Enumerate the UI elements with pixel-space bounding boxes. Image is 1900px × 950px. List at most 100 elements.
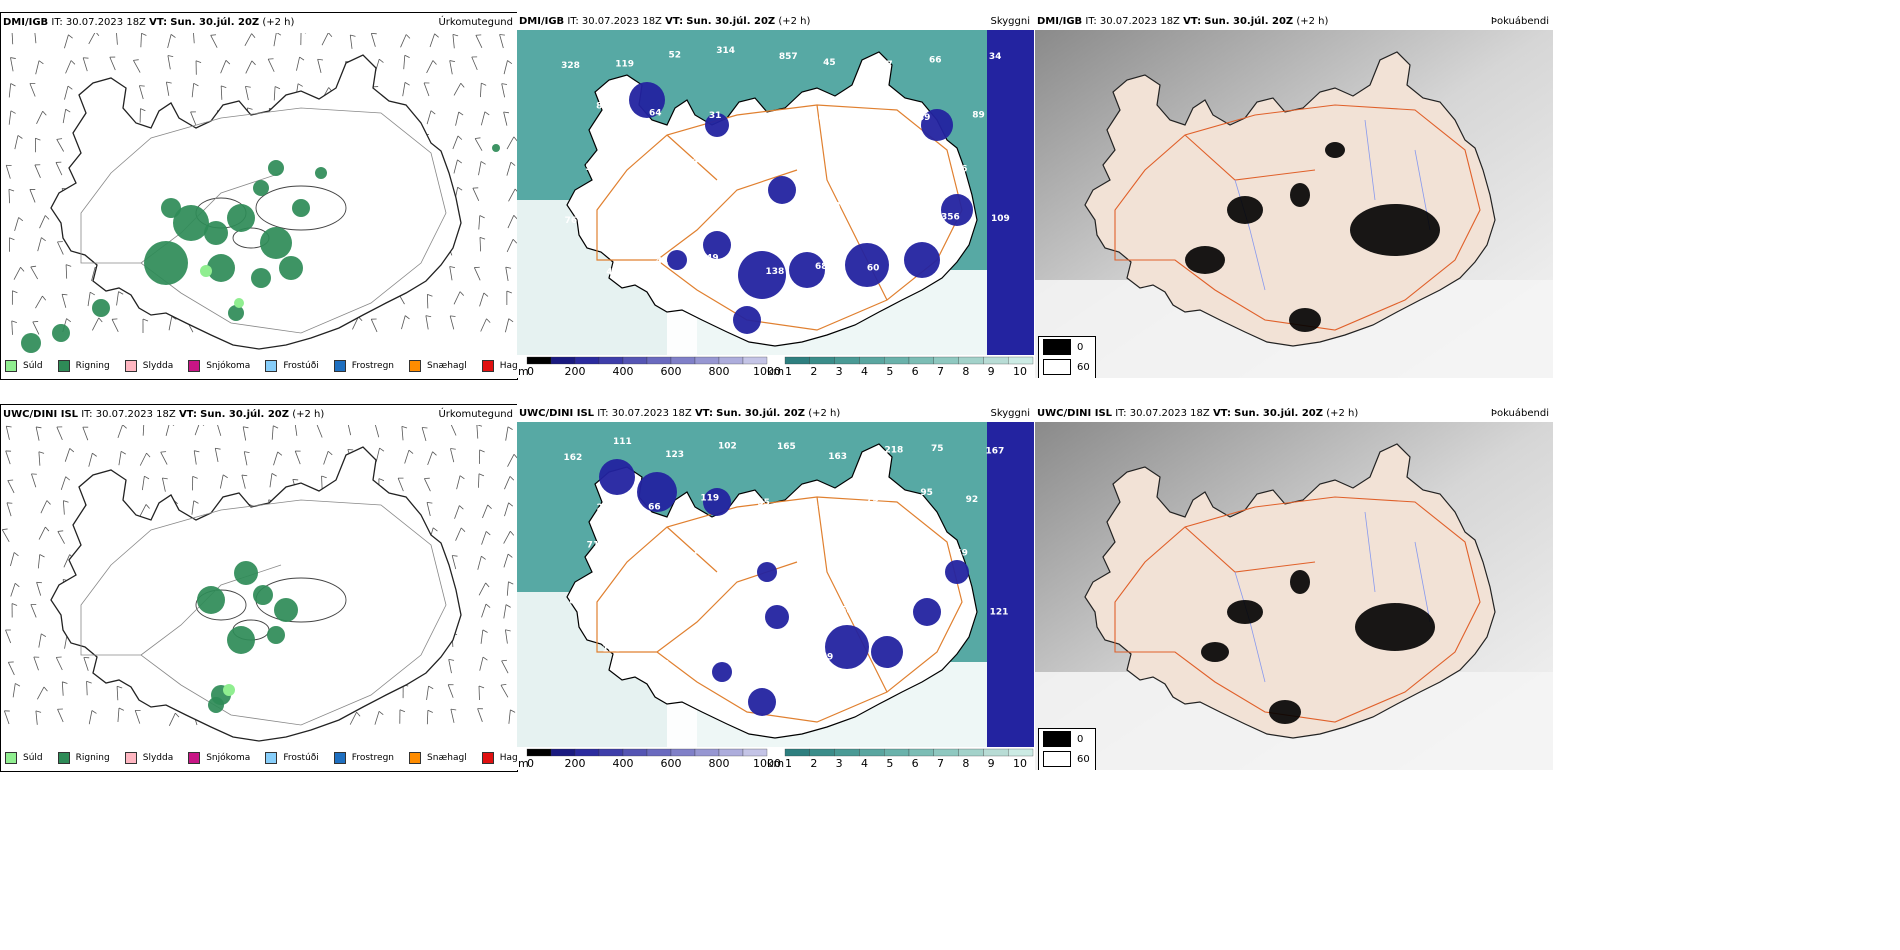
- wind-barb: [192, 475, 198, 491]
- visibility-label: 200: [640, 161, 659, 171]
- legend-swatch: [333, 360, 346, 372]
- wind-barb: [479, 656, 488, 671]
- wind-barb: [479, 292, 489, 307]
- rain-area: [228, 305, 244, 321]
- wind-barb: [273, 86, 281, 101]
- wind-barb: [503, 553, 513, 568]
- wind-barb: [401, 315, 410, 330]
- colorbar-tick: 600: [661, 757, 682, 770]
- panel-title: Skyggni: [990, 16, 1030, 27]
- wind-barb: [347, 425, 352, 436]
- wind-barb: [38, 526, 50, 540]
- visibility-label: 65: [759, 649, 772, 659]
- wind-barb: [7, 661, 15, 676]
- wind-barb: [86, 680, 92, 696]
- low-visibility-area: [871, 636, 903, 668]
- wind-barb: [12, 683, 21, 698]
- colorbar-tick: 10: [1013, 365, 1027, 378]
- wind-barb: [60, 476, 71, 491]
- visibility-label: 60: [867, 263, 880, 273]
- colorbar-swatch: [809, 356, 835, 365]
- wind-barb: [503, 604, 511, 619]
- wind-barb: [421, 427, 428, 442]
- legend-label: Snjókoma: [206, 753, 251, 763]
- rain-area: [274, 598, 298, 622]
- wind-barb: [375, 447, 385, 462]
- colorbar-tick: 1000: [753, 365, 781, 378]
- visibility-label: 111: [613, 437, 632, 447]
- panel-header: DMI/IGB IT: 30.07.2023 18Z VT: Sun. 30.j…: [3, 17, 295, 28]
- wind-barb: [273, 451, 283, 466]
- visibility-label: 100: [639, 552, 658, 562]
- wind-barb: [4, 710, 10, 725]
- visibility-label: 66: [929, 56, 942, 66]
- colorbar-tick: 9: [988, 757, 995, 770]
- wind-barb: [57, 708, 64, 723]
- visibility-label: 89: [569, 597, 582, 607]
- visibility-label: 50: [940, 595, 953, 605]
- wind-barb: [507, 215, 517, 229]
- visibility-label: 95: [920, 488, 933, 498]
- wind-barb: [478, 582, 490, 596]
- low-visibility-area: [738, 251, 786, 299]
- wind-barb: [271, 425, 279, 440]
- legend-item: 60: [1039, 749, 1095, 769]
- legend-swatch: [409, 752, 422, 764]
- wind-barb: [449, 60, 456, 75]
- colorbar-swatch: [1008, 748, 1034, 757]
- wind-barb: [478, 215, 485, 230]
- iceland-precip-map: [5, 33, 517, 353]
- wind-barb: [191, 82, 199, 98]
- legend-label: Snjókoma: [206, 361, 251, 371]
- visibility-label: 92: [966, 495, 979, 505]
- wind-barb: [83, 657, 90, 671]
- visibility-label: 55: [757, 498, 770, 508]
- wind-barb: [374, 711, 384, 725]
- rain-area: [197, 586, 225, 614]
- colorbar-tick: 200: [565, 757, 586, 770]
- wind-barb: [481, 603, 491, 618]
- low-visibility-area: [629, 82, 665, 118]
- visibility-label: 70: [617, 601, 630, 611]
- visibility-label: 142: [778, 595, 797, 605]
- wind-barb: [30, 265, 39, 280]
- wind-barb: [241, 474, 248, 489]
- colorbar-tick: 7: [937, 365, 944, 378]
- wind-barb: [374, 58, 384, 73]
- colorbar-tick: 10: [1013, 757, 1027, 770]
- visibility-label: 98: [846, 557, 859, 567]
- wind-barb: [473, 266, 481, 281]
- wind-barb: [8, 83, 16, 98]
- legend-label: 60: [1077, 753, 1090, 765]
- wind-barb: [505, 426, 513, 441]
- iceland-fog-map: [1035, 30, 1553, 378]
- precip-type-panel-uwc: UWC/DINI ISL IT: 30.07.2023 18Z VT: Sun.…: [0, 404, 518, 772]
- iceland-outline: [566, 443, 978, 739]
- colorbar-tick: 8: [962, 365, 969, 378]
- wind-barb: [476, 425, 483, 439]
- wind-barb: [424, 477, 431, 492]
- rain-area: [92, 299, 110, 317]
- wind-barb: [194, 425, 205, 436]
- colorbar-swatch: [908, 356, 934, 365]
- colorbar-swatch: [983, 748, 1009, 757]
- visibility-label: 46: [758, 113, 771, 123]
- wind-barb: [475, 34, 483, 49]
- rain-area: [267, 626, 285, 644]
- wind-barb: [245, 60, 256, 74]
- wind-barb: [192, 33, 195, 44]
- colorbar-tick: 1: [785, 757, 792, 770]
- legend-swatch: [188, 360, 201, 372]
- legend-swatch: [265, 360, 278, 372]
- legend-label: 0: [1077, 733, 1084, 745]
- legend-label: Súld: [23, 753, 43, 763]
- wind-barb: [190, 111, 197, 126]
- visibility-label: 101: [812, 500, 831, 510]
- rain-area: [227, 204, 255, 232]
- legend-label: Haglél: [499, 361, 518, 371]
- rain-area: [208, 697, 224, 713]
- wind-barb: [39, 215, 50, 229]
- wind-barb: [35, 295, 47, 309]
- colorbar-tick: 5: [886, 757, 893, 770]
